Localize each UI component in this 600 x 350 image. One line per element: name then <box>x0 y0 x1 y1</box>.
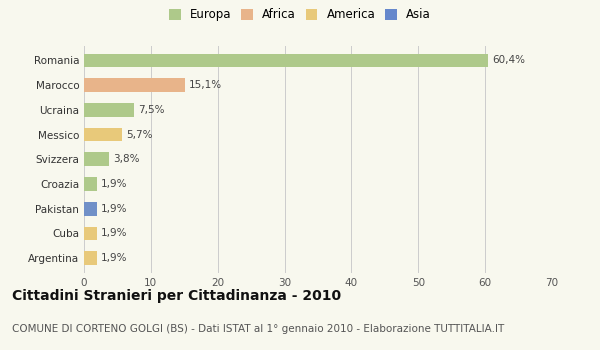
Bar <box>84 128 122 141</box>
Bar <box>84 227 97 240</box>
Bar <box>84 177 97 191</box>
Text: 7,5%: 7,5% <box>138 105 164 115</box>
Text: 3,8%: 3,8% <box>113 154 140 164</box>
Text: COMUNE DI CORTENO GOLGI (BS) - Dati ISTAT al 1° gennaio 2010 - Elaborazione TUTT: COMUNE DI CORTENO GOLGI (BS) - Dati ISTA… <box>12 324 504 334</box>
Text: Cittadini Stranieri per Cittadinanza - 2010: Cittadini Stranieri per Cittadinanza - 2… <box>12 289 341 303</box>
Bar <box>84 54 488 67</box>
Text: 5,7%: 5,7% <box>126 130 152 140</box>
Text: 60,4%: 60,4% <box>492 55 525 65</box>
Bar <box>84 78 185 92</box>
Text: 1,9%: 1,9% <box>101 229 127 238</box>
Text: 1,9%: 1,9% <box>101 204 127 214</box>
Bar <box>84 202 97 216</box>
Bar <box>84 103 134 117</box>
Bar <box>84 251 97 265</box>
Bar <box>84 153 109 166</box>
Text: 1,9%: 1,9% <box>101 253 127 263</box>
Text: 15,1%: 15,1% <box>189 80 222 90</box>
Legend: Europa, Africa, America, Asia: Europa, Africa, America, Asia <box>167 6 433 24</box>
Text: 1,9%: 1,9% <box>101 179 127 189</box>
